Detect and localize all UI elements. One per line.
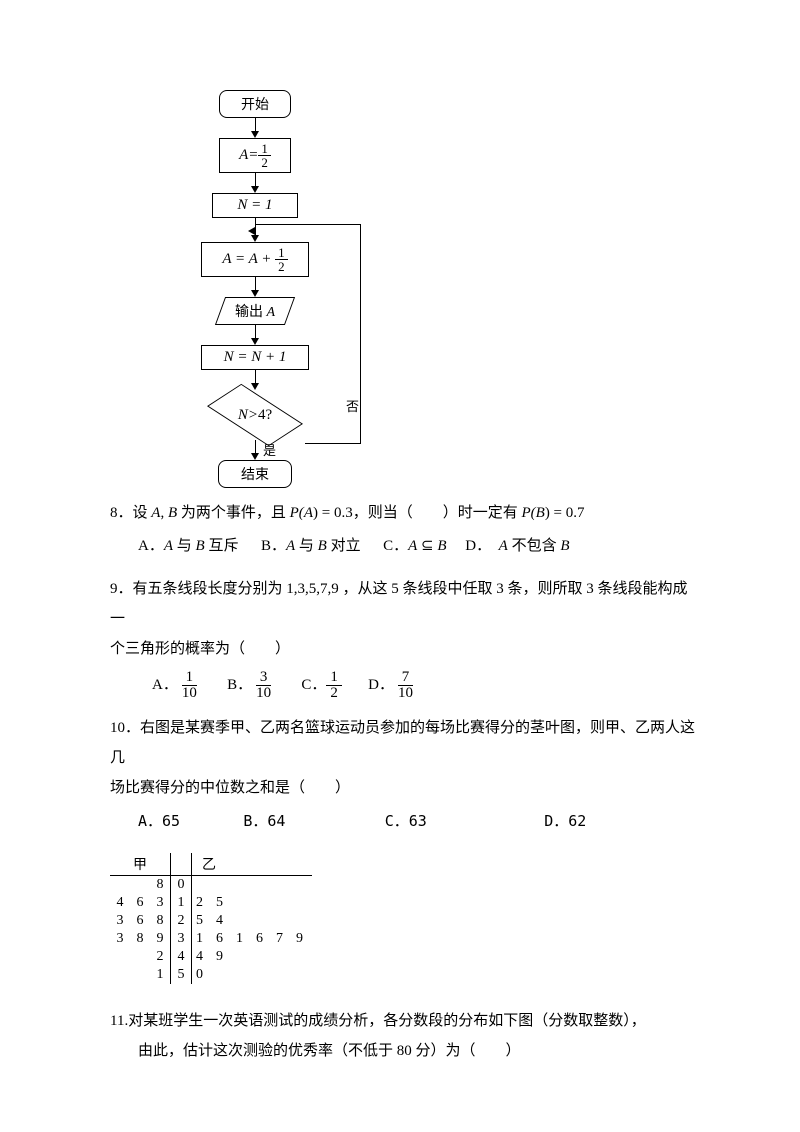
q10-options: A．65 B．64 C．63 D．62: [138, 803, 700, 839]
q8-opt-a: A．A 与 B 互斥: [138, 528, 238, 564]
q11-t2: 由此，估计这次测验的优秀率（不低于 80 分）为（ ）: [138, 1043, 521, 1059]
fc-init-a-lhs: A: [239, 147, 248, 163]
q9-opt-c: C．12: [301, 670, 342, 701]
q9-t1: 有五条线段长度分别为 1,3,5,7,9 ，从这 5 条线段中任取 3 条，则所…: [110, 581, 688, 627]
page: 开始 A=12 N = 1 A = A + 12 输出 A N = N + 1: [0, 0, 800, 1106]
fc-out-pre: 输出: [235, 305, 267, 320]
sl-label-yi: 乙: [192, 853, 313, 876]
q9-opt-d: D．710: [368, 670, 417, 701]
arrow-down-icon: [251, 173, 259, 193]
q11-t1: 对某班学生一次英语测试的成绩分析，各分数段的分布如下图（分数取整数），: [128, 1013, 646, 1029]
fc-ua-n: 1: [275, 246, 288, 260]
q8-pb2: B: [536, 505, 545, 521]
question-10: 10．右图是某赛季甲、乙两名篮球运动员参加的每场比赛得分的茎叶图，则甲、乙两人这…: [110, 713, 700, 839]
arrow-down-icon: [251, 228, 259, 242]
fc-loop-v: [360, 224, 361, 444]
q8-options: A．A 与 B 互斥 B．A 与 B 对立 C．A ⊆ B D． A 不包含 B: [138, 528, 700, 564]
fc-init-a: A=12: [219, 138, 291, 173]
q10-opt-d: D．62: [544, 803, 586, 839]
fc-cond-l: N: [238, 407, 248, 424]
q8-opt-d: D． A 不包含 B: [465, 528, 569, 564]
fc-eq: =: [248, 147, 258, 163]
fc-frac-n: 1: [258, 142, 271, 156]
q8-opt-c: C．A ⊆ B: [383, 528, 446, 564]
q10-t1: 右图是某赛季甲、乙两名篮球运动员参加的每场比赛得分的茎叶图，则甲、乙两人这几: [110, 720, 695, 766]
q8-pb3: ) = 0.7: [545, 505, 585, 521]
question-9: 9．有五条线段长度分别为 1,3,5,7,9 ，从这 5 条线段中任取 3 条，…: [110, 574, 700, 703]
stem-leaf-row: 2449: [110, 948, 312, 966]
q10-opt-a: A．65: [138, 803, 180, 839]
arrow-down-icon: [251, 118, 259, 138]
fc-output: 输出 A: [215, 297, 295, 325]
fc-start: 开始: [219, 90, 291, 118]
fc-loop-h1: [305, 443, 360, 444]
fc-yes-label: 是: [263, 440, 276, 459]
q9-opt-b: B．310: [227, 670, 275, 701]
fc-inc-n: N = N + 1: [201, 345, 309, 370]
fc-ua-eq: =: [231, 251, 248, 267]
q8-opt-b: B．A 与 B 对立: [261, 528, 361, 564]
sl-label-jia: 甲: [110, 853, 171, 876]
q8-num: 8．: [110, 505, 133, 521]
arrow-down-icon: [251, 277, 259, 297]
fc-update-a: A = A + 12: [201, 242, 309, 277]
q10-num: 10．: [110, 720, 140, 736]
fc-ua-plus: +: [258, 251, 276, 267]
q8-m1: 为两个事件，且: [177, 505, 290, 521]
q8-c: ,: [160, 505, 168, 521]
fc-loop-h2: [255, 224, 361, 225]
question-8: 8．设 A, B 为两个事件，且 P(A) = 0.3，则当（ ）时一定有 P(…: [110, 498, 700, 564]
fc-out-var: A: [266, 305, 275, 320]
stem-leaf-row: 80: [110, 876, 312, 895]
fc-frac-d: 2: [258, 156, 271, 169]
stem-leaf-table: 甲乙 8046312536825438931616792449150: [110, 853, 312, 984]
stem-leaf-row: 463125: [110, 894, 312, 912]
fc-cond-r: 4: [258, 407, 266, 424]
fc-ua-r: A: [249, 251, 258, 267]
arrow-down-icon: [251, 440, 259, 460]
flowchart: 开始 A=12 N = 1 A = A + 12 输出 A N = N + 1: [155, 90, 355, 488]
fc-ua-d: 2: [275, 260, 288, 273]
fc-decision: N > 4?: [205, 390, 305, 440]
q9-opt-a: A．110: [152, 670, 201, 701]
fc-ua-l: A: [222, 251, 231, 267]
q10-t2: 场比赛得分的中位数之和是（ ）: [110, 780, 350, 796]
arrow-down-icon: [251, 370, 259, 390]
question-11: 11.对某班学生一次英语测试的成绩分析，各分数段的分布如下图（分数取整数）， 由…: [110, 1006, 700, 1066]
fc-cond-op: >: [248, 407, 258, 424]
stem-leaf-row: 3893161679: [110, 930, 312, 948]
q9-options: A．110 B．310 C．12 D．710: [138, 664, 700, 703]
fc-end: 结束: [218, 460, 292, 488]
stem-leaf-plot: 甲乙 8046312536825438931616792449150: [110, 853, 700, 984]
arrow-down-icon: [251, 325, 259, 345]
q8-pa3: ) = 0.3: [313, 505, 353, 521]
q8-B: B: [168, 505, 177, 521]
q8-pa1: P(: [290, 505, 304, 521]
q8-pb1: P(: [521, 505, 535, 521]
q9-num: 9．: [110, 581, 133, 597]
q10-opt-b: B．64: [243, 803, 285, 839]
fc-init-n: N = 1: [212, 193, 298, 218]
q10-opt-c: C．63: [385, 803, 427, 839]
q8-m2: ，则当（ ）时一定有: [353, 505, 522, 521]
fc-no-label: 否: [346, 396, 359, 415]
q11-num: 11.: [110, 1013, 128, 1029]
stem-leaf-row: 368254: [110, 912, 312, 930]
fc-cond-q: ?: [265, 407, 272, 424]
q9-t2: 个三角形的概率为（ ）: [110, 641, 290, 657]
q8-pre: 设: [133, 505, 152, 521]
q8-pa2: A: [304, 505, 313, 521]
stem-leaf-row: 150: [110, 966, 312, 984]
